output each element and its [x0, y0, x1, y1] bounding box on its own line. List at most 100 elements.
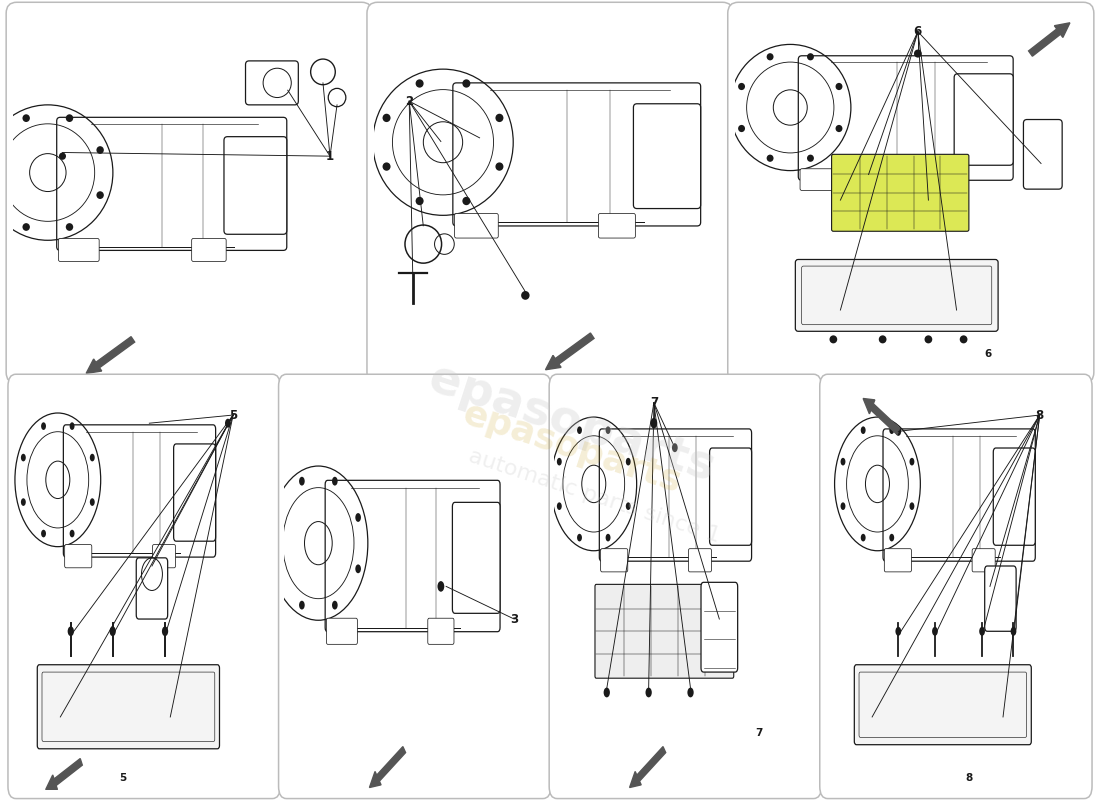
- Text: 3: 3: [510, 613, 518, 626]
- Circle shape: [836, 83, 843, 90]
- Circle shape: [332, 477, 338, 486]
- Text: 5: 5: [229, 409, 238, 422]
- FancyBboxPatch shape: [832, 154, 969, 231]
- Circle shape: [355, 513, 361, 522]
- FancyBboxPatch shape: [367, 2, 733, 383]
- Circle shape: [767, 53, 773, 60]
- Circle shape: [21, 498, 25, 506]
- FancyBboxPatch shape: [326, 480, 500, 632]
- FancyBboxPatch shape: [924, 169, 957, 190]
- Circle shape: [829, 335, 837, 343]
- Circle shape: [895, 427, 901, 436]
- FancyBboxPatch shape: [8, 374, 280, 798]
- FancyBboxPatch shape: [855, 665, 1032, 745]
- FancyBboxPatch shape: [598, 214, 636, 238]
- Circle shape: [557, 502, 562, 510]
- FancyBboxPatch shape: [57, 118, 287, 250]
- FancyBboxPatch shape: [1023, 119, 1063, 189]
- Circle shape: [910, 458, 914, 466]
- FancyBboxPatch shape: [454, 214, 498, 238]
- Circle shape: [836, 125, 843, 132]
- FancyBboxPatch shape: [800, 169, 838, 190]
- FancyArrow shape: [46, 758, 82, 790]
- FancyBboxPatch shape: [153, 545, 176, 568]
- FancyArrow shape: [370, 746, 406, 787]
- Text: 6: 6: [984, 349, 992, 359]
- Circle shape: [416, 197, 424, 205]
- FancyArrow shape: [629, 746, 666, 787]
- Circle shape: [1011, 626, 1016, 636]
- Circle shape: [21, 454, 25, 462]
- Text: 7: 7: [755, 728, 762, 738]
- Text: automatic parts since 1: automatic parts since 1: [465, 446, 723, 546]
- FancyBboxPatch shape: [972, 549, 996, 572]
- Circle shape: [41, 530, 46, 538]
- Circle shape: [932, 626, 938, 636]
- FancyBboxPatch shape: [64, 425, 216, 557]
- FancyBboxPatch shape: [37, 665, 220, 749]
- Text: epasoparts: epasoparts: [424, 357, 720, 491]
- Circle shape: [90, 498, 95, 506]
- Text: 8: 8: [966, 773, 972, 783]
- Circle shape: [416, 79, 424, 88]
- Text: 1: 1: [326, 150, 334, 162]
- Circle shape: [332, 601, 338, 610]
- FancyBboxPatch shape: [191, 238, 227, 262]
- FancyArrow shape: [86, 337, 134, 374]
- Circle shape: [895, 626, 901, 636]
- FancyBboxPatch shape: [701, 582, 738, 672]
- Circle shape: [650, 418, 658, 429]
- FancyBboxPatch shape: [954, 74, 1013, 166]
- Circle shape: [646, 687, 652, 698]
- Circle shape: [226, 418, 231, 428]
- FancyBboxPatch shape: [795, 259, 998, 331]
- FancyBboxPatch shape: [278, 374, 551, 798]
- Circle shape: [889, 534, 894, 542]
- FancyArrow shape: [546, 333, 594, 370]
- Circle shape: [41, 422, 46, 430]
- Circle shape: [557, 458, 562, 466]
- Circle shape: [69, 422, 75, 430]
- Circle shape: [688, 687, 694, 698]
- Circle shape: [299, 477, 305, 486]
- FancyBboxPatch shape: [600, 429, 751, 561]
- FancyBboxPatch shape: [245, 61, 298, 105]
- Circle shape: [979, 626, 984, 636]
- Circle shape: [840, 502, 846, 510]
- Text: 8: 8: [1035, 409, 1044, 422]
- FancyBboxPatch shape: [7, 2, 372, 383]
- Circle shape: [672, 443, 678, 452]
- FancyBboxPatch shape: [728, 2, 1093, 383]
- Circle shape: [462, 197, 471, 205]
- Circle shape: [626, 458, 630, 466]
- Circle shape: [90, 454, 95, 462]
- Circle shape: [578, 534, 582, 542]
- Text: epasoparts: epasoparts: [459, 397, 685, 499]
- Circle shape: [860, 534, 866, 542]
- Circle shape: [495, 114, 504, 122]
- Circle shape: [59, 153, 66, 160]
- FancyBboxPatch shape: [710, 448, 751, 546]
- Circle shape: [66, 223, 74, 231]
- Circle shape: [860, 426, 866, 434]
- Circle shape: [626, 502, 630, 510]
- FancyBboxPatch shape: [549, 374, 822, 798]
- Circle shape: [22, 223, 30, 231]
- Circle shape: [767, 154, 773, 162]
- FancyBboxPatch shape: [224, 137, 287, 234]
- Circle shape: [959, 335, 968, 343]
- FancyBboxPatch shape: [453, 83, 701, 226]
- FancyBboxPatch shape: [799, 56, 1013, 180]
- FancyBboxPatch shape: [993, 448, 1035, 546]
- Circle shape: [914, 50, 922, 58]
- Circle shape: [22, 114, 30, 122]
- FancyBboxPatch shape: [820, 374, 1092, 798]
- FancyBboxPatch shape: [634, 104, 701, 209]
- Circle shape: [66, 114, 74, 122]
- FancyArrow shape: [864, 398, 900, 434]
- FancyBboxPatch shape: [595, 584, 734, 678]
- Text: 2: 2: [405, 94, 414, 108]
- FancyBboxPatch shape: [452, 502, 500, 614]
- FancyBboxPatch shape: [883, 429, 1035, 561]
- FancyBboxPatch shape: [689, 549, 712, 572]
